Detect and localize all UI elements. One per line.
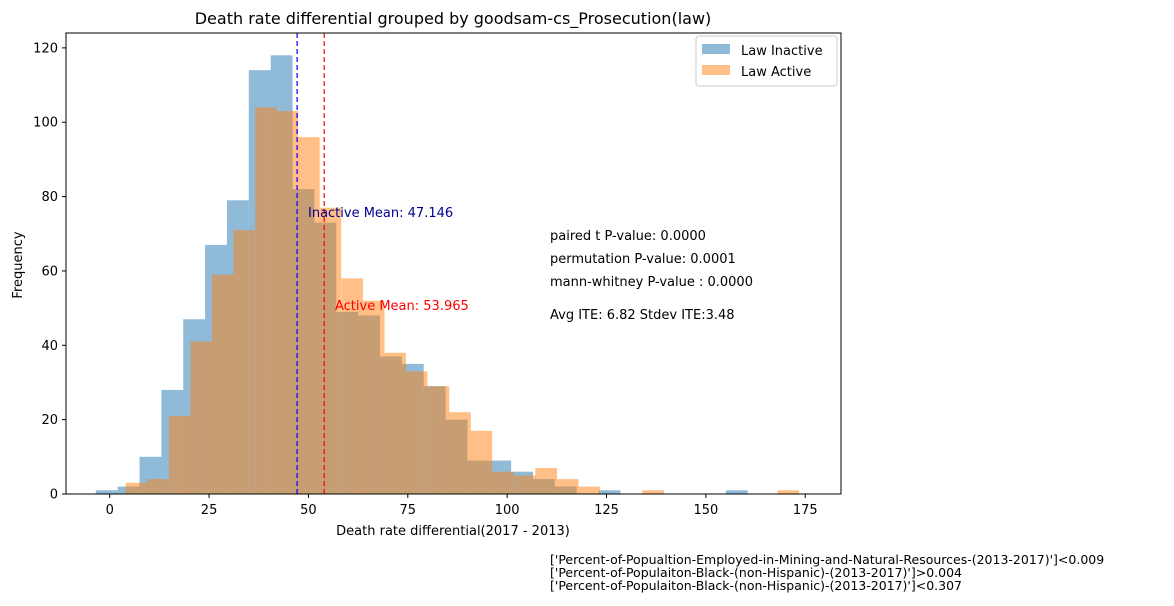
histogram-bar <box>384 352 406 494</box>
active-mean-label: Active Mean: 53.965 <box>335 299 469 314</box>
histogram-bar <box>298 137 320 494</box>
histogram-bar <box>427 386 450 494</box>
y-tick-label: 40 <box>41 339 58 354</box>
y-axis-label: Frequency <box>11 231 26 298</box>
mean-lines <box>296 33 325 494</box>
condition-line: ['Percent-of-Populaiton-Black-(non-Hispa… <box>550 578 962 593</box>
histogram-bar <box>642 490 664 494</box>
x-axis-label: Death rate differential(2017 - 2013) <box>336 524 570 539</box>
histogram-bar <box>470 430 493 494</box>
x-tick-label: 75 <box>400 503 417 518</box>
histogram-bar <box>95 490 118 494</box>
x-axis: 0 25 50 75 100 125 150 175 <box>106 494 818 518</box>
stat-mann-whitney: mann-whitney P-value : 0.0000 <box>550 275 753 290</box>
x-tick-label: 125 <box>594 503 619 518</box>
histogram-bar <box>190 341 212 494</box>
plot-frame <box>65 32 842 495</box>
histogram-bar <box>125 482 148 494</box>
histogram-bar <box>211 274 234 494</box>
histogram-bar <box>319 207 342 494</box>
y-tick-label: 20 <box>41 413 58 428</box>
x-tick-label: 175 <box>793 503 818 518</box>
y-tick-label: 80 <box>41 190 58 205</box>
y-tick-label: 0 <box>50 488 58 503</box>
x-tick-label: 50 <box>300 503 317 518</box>
legend-label-law-active: Law Active <box>741 65 811 80</box>
histogram-bar <box>513 475 536 494</box>
series-law-active <box>125 107 799 495</box>
legend-swatch-law-active <box>702 65 730 75</box>
condition-line: ['Percent-of-Populaiton-Black-(non-Hispa… <box>550 565 962 580</box>
inactive-mean-label: Inactive Mean: 47.146 <box>308 206 453 221</box>
chart-title: Death rate differential grouped by goods… <box>195 9 712 29</box>
y-tick-label: 60 <box>41 264 58 279</box>
histogram-bar <box>233 230 255 494</box>
stat-avg-ite: Avg ITE: 6.82 Stdev ITE:3.48 <box>550 308 735 323</box>
legend-box <box>695 35 838 87</box>
histogram-bar <box>341 278 364 494</box>
y-axis: 0 20 40 60 80 100 120 <box>33 41 66 503</box>
stat-permutation: permutation P-value: 0.0001 <box>550 252 736 267</box>
histogram-bar <box>556 479 579 494</box>
histogram-bar <box>777 490 799 494</box>
legend-label-law-inactive: Law Inactive <box>741 44 823 59</box>
legend-swatch-law-inactive <box>702 44 730 54</box>
x-tick-label: 25 <box>201 503 218 518</box>
histogram-bar <box>492 471 514 494</box>
histogram-bar <box>147 479 169 494</box>
condition-line: ['Percent-of-Popualtion-Employed-in-Mini… <box>550 552 1104 567</box>
histogram-bar <box>535 467 557 494</box>
histogram-bar <box>725 490 748 494</box>
stats-annotations: paired t P-value: 0.0000 permutation P-v… <box>550 229 753 323</box>
y-tick-label: 120 <box>33 41 58 56</box>
histogram-bar <box>276 111 299 495</box>
histogram-bar <box>362 300 385 494</box>
legend: Law Inactive Law Active <box>695 35 838 87</box>
histogram-bar <box>449 412 471 494</box>
histogram-bar <box>578 486 600 494</box>
stat-paired-t: paired t P-value: 0.0000 <box>550 229 706 244</box>
y-tick-label: 100 <box>33 116 58 131</box>
histogram-bar <box>598 490 621 494</box>
x-tick-label: 0 <box>106 503 114 518</box>
histogram-bar <box>255 107 277 495</box>
x-tick-label: 150 <box>693 503 718 518</box>
condition-annotations: ['Percent-of-Popualtion-Employed-in-Mini… <box>550 552 1104 593</box>
x-tick-label: 100 <box>495 503 520 518</box>
histogram-bar <box>168 415 191 494</box>
histogram-bar <box>405 371 428 494</box>
